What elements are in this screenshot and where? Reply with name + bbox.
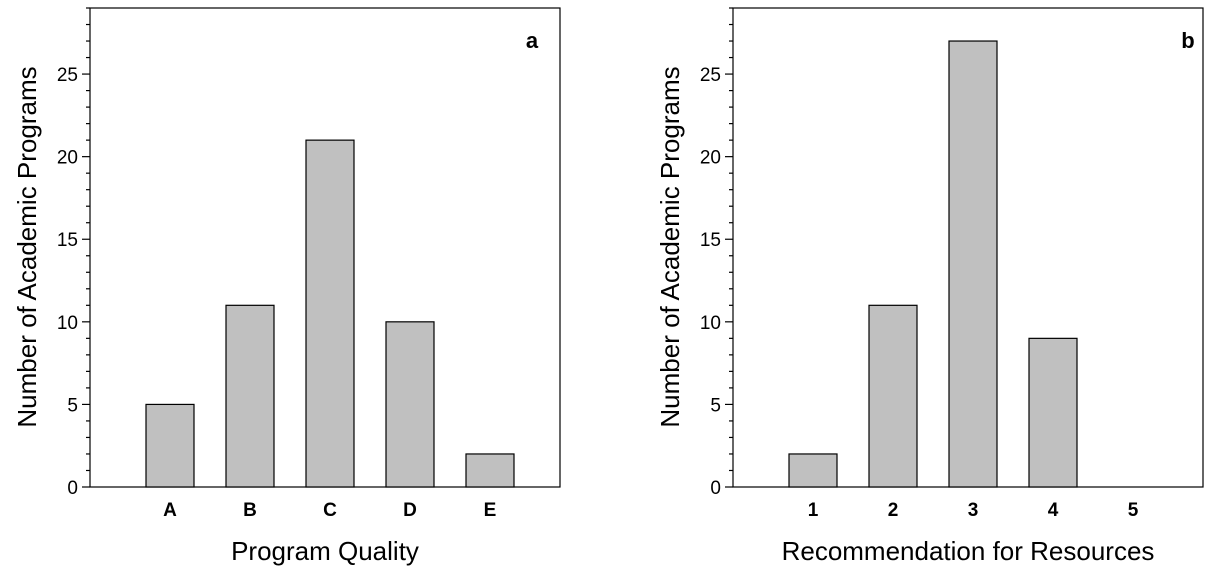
bar-4 — [1028, 337, 1078, 488]
panel-letter: b — [1181, 28, 1194, 53]
bar-c — [305, 139, 355, 488]
y-tick-label: 10 — [700, 313, 721, 334]
y-tick-label: 15 — [700, 230, 721, 251]
y-tick-label: 25 — [700, 65, 721, 86]
y-tick-label: 5 — [67, 395, 78, 416]
x-tick-label: B — [243, 500, 257, 521]
x-axis-title: Program Quality — [231, 536, 419, 566]
y-tick-label: 15 — [57, 230, 78, 251]
x-tick-label: 4 — [1048, 500, 1059, 521]
x-tick-label: E — [484, 500, 497, 521]
y-axis-title: Number of Academic Programs — [655, 66, 685, 427]
x-tick-label: 1 — [808, 500, 819, 521]
bar-1 — [788, 453, 838, 488]
bar-e — [465, 453, 515, 488]
x-tick-label: 2 — [888, 500, 899, 521]
x-axis-title: Recommendation for Resources — [782, 536, 1155, 566]
y-tick-label: 10 — [57, 313, 78, 334]
bar-b — [225, 304, 275, 488]
y-tick-label: 20 — [57, 148, 78, 169]
bar-a — [145, 403, 195, 488]
panel-letter: a — [526, 28, 539, 53]
y-axis-title: Number of Academic Programs — [12, 66, 42, 427]
y-tick-label: 0 — [710, 478, 721, 499]
bars — [145, 139, 515, 488]
x-tick-label: 3 — [968, 500, 979, 521]
y-ticks: 0 5 10 15 20 25 — [57, 7, 90, 499]
y-tick-label: 0 — [67, 478, 78, 499]
bar-2 — [868, 304, 918, 488]
y-ticks: 0 5 10 15 20 25 — [700, 7, 733, 499]
x-tick-labels: A B C D E — [163, 500, 496, 521]
x-tick-labels: 1 2 3 4 5 — [808, 500, 1139, 521]
x-tick-label: A — [163, 500, 177, 521]
x-tick-label: D — [403, 500, 417, 521]
x-tick-label: 5 — [1128, 500, 1139, 521]
bars — [788, 40, 1078, 488]
y-tick-label: 5 — [710, 395, 721, 416]
x-tick-label: C — [323, 500, 337, 521]
chart-panel-a: 0 5 10 15 20 25 A B C D E a Program Quality Numbe… — [12, 7, 561, 566]
y-tick-label: 20 — [700, 148, 721, 169]
bar-3 — [948, 40, 998, 488]
y-tick-label: 25 — [57, 65, 78, 86]
bar-d — [385, 321, 435, 488]
chart-panel-b: 0 5 10 15 20 25 1 2 3 4 5 b Recommendation for Re… — [655, 7, 1204, 566]
